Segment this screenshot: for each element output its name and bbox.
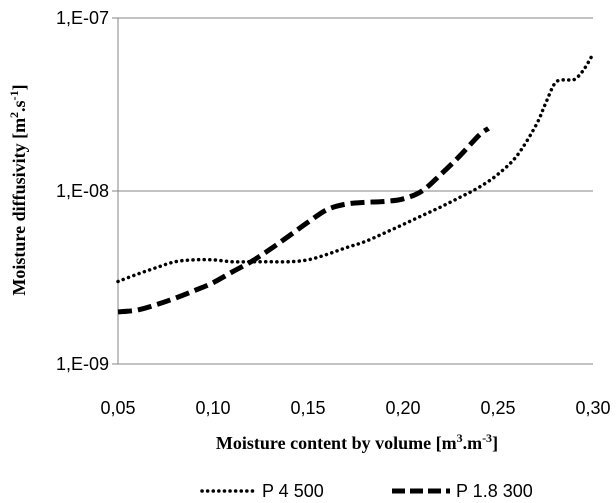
- x-tick-label-3: 0,20: [385, 398, 420, 418]
- x-tick-label-0: 0,05: [100, 398, 135, 418]
- x-tick-label-4: 0,25: [480, 398, 515, 418]
- legend: P 4 500 P 1.8 300: [200, 481, 533, 501]
- y-tick-label-0: 1,E-09: [56, 354, 109, 374]
- y-tick-label-1: 1,E-08: [56, 181, 109, 201]
- grid-lines: [118, 17, 593, 192]
- data-series: [116, 52, 595, 315]
- x-tick-label-2: 0,15: [290, 398, 325, 418]
- x-tick-labels: 0,05 0,10 0,15 0,20 0,25 0,30: [100, 398, 610, 418]
- y-tick-labels: 1,E-09 1,E-08 1,E-07: [56, 8, 109, 374]
- x-axis-title: Moisture content by volume [m3.m-3]: [216, 431, 498, 453]
- x-tick-label-5: 0,30: [575, 398, 610, 418]
- y-tick-label-2: 1,E-07: [56, 8, 109, 28]
- legend-label-p18300: P 1.8 300: [456, 481, 533, 501]
- axes: [112, 17, 593, 365]
- x-tick-label-1: 0,10: [195, 398, 230, 418]
- legend-label-p4500: P 4 500: [262, 481, 324, 501]
- series-line-p18300: [117, 126, 490, 315]
- series-line-p4500: [116, 52, 595, 284]
- y-axis-title: Moisture diffusivity [m2.s-1]: [7, 84, 29, 295]
